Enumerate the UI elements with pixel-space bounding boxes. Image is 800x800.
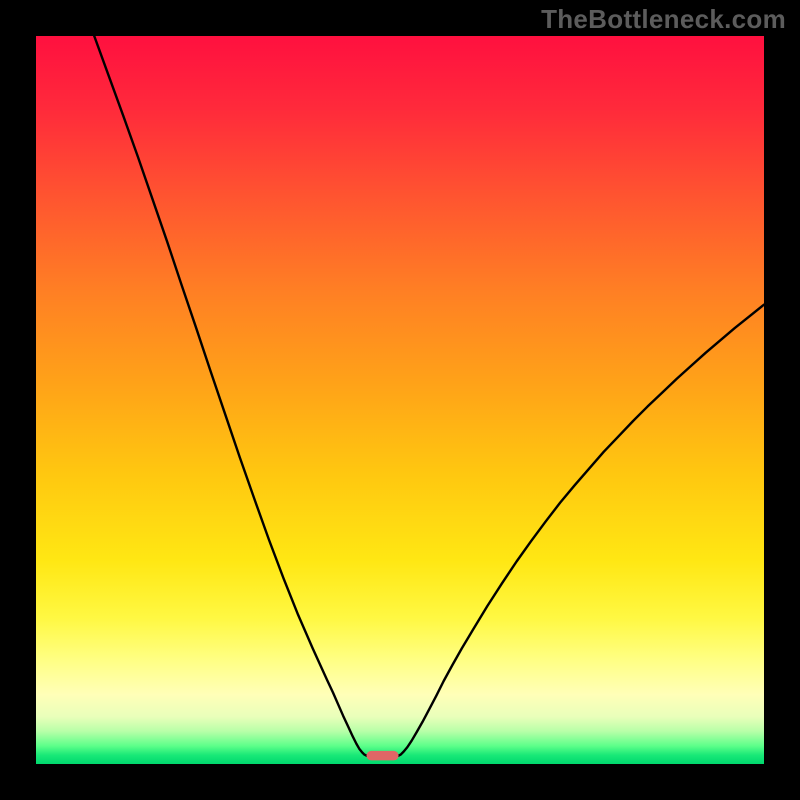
- bottom-pill: [367, 751, 399, 760]
- watermark-text: TheBottleneck.com: [541, 4, 786, 35]
- chart-container: TheBottleneck.com: [0, 0, 800, 800]
- bottleneck-chart: [0, 0, 800, 800]
